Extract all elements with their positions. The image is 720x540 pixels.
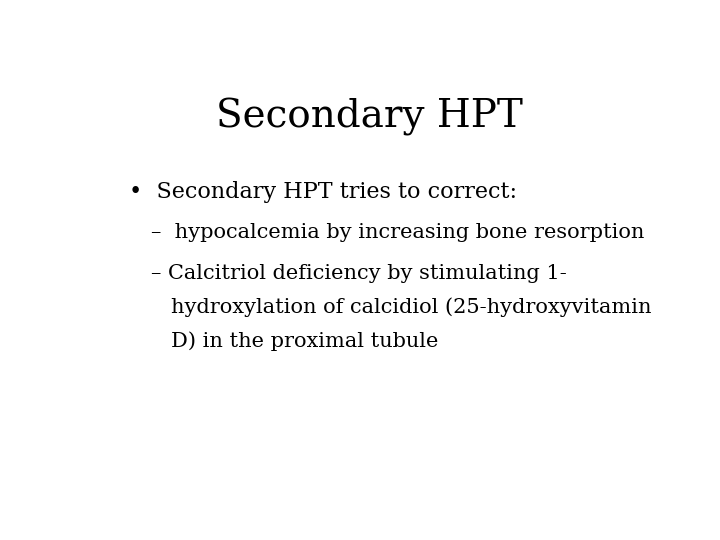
Text: •  Secondary HPT tries to correct:: • Secondary HPT tries to correct: — [129, 181, 517, 203]
Text: Secondary HPT: Secondary HPT — [215, 98, 523, 136]
Text: – Calcitriol deficiency by stimulating 1-: – Calcitriol deficiency by stimulating 1… — [151, 265, 567, 284]
Text: –  hypocalcemia by increasing bone resorption: – hypocalcemia by increasing bone resorp… — [151, 223, 644, 242]
Text: D) in the proximal tubule: D) in the proximal tubule — [171, 331, 438, 350]
Text: hydroxylation of calcidiol (25-hydroxyvitamin: hydroxylation of calcidiol (25-hydroxyvi… — [171, 298, 652, 318]
